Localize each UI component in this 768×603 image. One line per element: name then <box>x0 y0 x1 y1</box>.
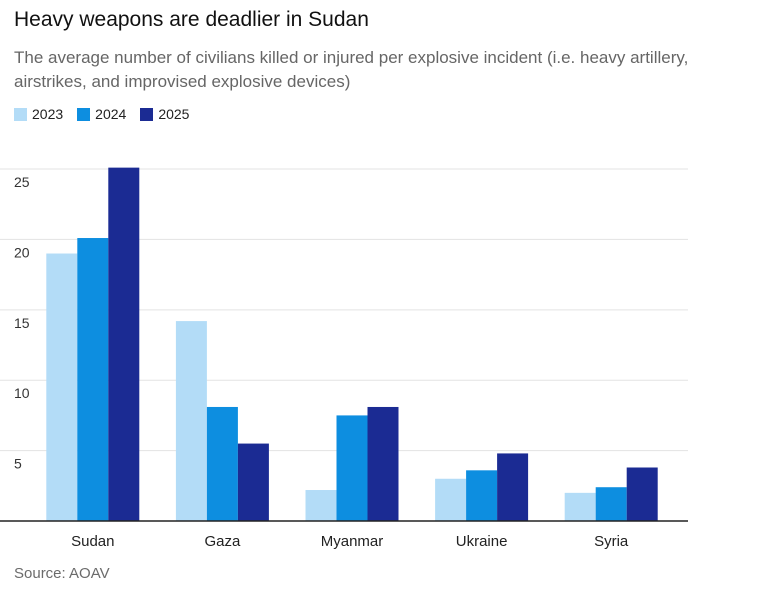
x-tick-label-ukraine: Ukraine <box>456 533 508 550</box>
bar-myanmar-2024 <box>336 415 368 521</box>
bar-sudan-2023 <box>46 253 78 521</box>
legend-label-2025: 2025 <box>158 106 190 122</box>
legend-item-2023: 2023 <box>14 106 63 122</box>
x-tick-label-myanmar: Myanmar <box>321 533 384 550</box>
x-tick-label-gaza: Gaza <box>204 533 241 550</box>
y-tick-label-15: 15 <box>14 315 30 331</box>
legend-item-2024: 2024 <box>77 106 126 122</box>
bar-syria-2024 <box>595 487 627 521</box>
chart-title: Heavy weapons are deadlier in Sudan <box>14 8 369 31</box>
legend-swatch-2024 <box>77 107 91 121</box>
legend: 2023 2024 2025 <box>14 106 189 122</box>
legend-swatch-2025 <box>140 107 154 121</box>
legend-label-2024: 2024 <box>95 106 127 122</box>
bar-sudan-2024 <box>77 238 109 521</box>
bar-gaza-2024 <box>206 406 238 521</box>
x-tick-label-sudan: Sudan <box>71 533 114 550</box>
legend-swatch-2023 <box>14 107 27 121</box>
bar-ukraine-2024 <box>466 470 498 521</box>
bar-gaza-2023 <box>175 321 207 521</box>
bar-sudan-2025 <box>108 167 140 521</box>
source-note: Source: AOAV <box>14 565 110 582</box>
bar-ukraine-2025 <box>497 453 529 521</box>
legend-item-2025: 2025 <box>140 106 189 122</box>
legend-label-2023: 2023 <box>32 106 64 122</box>
bar-syria-2025 <box>626 467 658 521</box>
y-tick-label-25: 25 <box>14 174 30 190</box>
y-tick-label-20: 20 <box>14 244 30 260</box>
x-tick-label-syria: Syria <box>594 533 629 550</box>
y-tick-label-10: 10 <box>14 385 30 401</box>
bar-syria-2023 <box>564 492 596 521</box>
bar-myanmar-2023 <box>305 490 337 521</box>
bar-ukraine-2023 <box>435 478 467 521</box>
y-tick-label-5: 5 <box>14 456 22 472</box>
bar-myanmar-2025 <box>367 406 399 521</box>
chart-subtitle: The average number of civilians killed o… <box>14 48 689 91</box>
bar-gaza-2025 <box>237 443 269 521</box>
